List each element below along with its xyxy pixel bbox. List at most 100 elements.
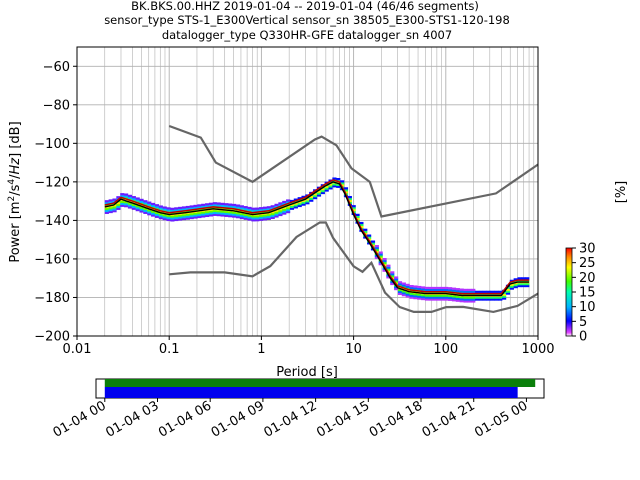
heatmap-cell <box>343 187 349 190</box>
heatmap-cell <box>401 282 406 285</box>
heatmap-cell <box>154 211 160 215</box>
heatmap-cell <box>216 212 221 215</box>
heatmap-cell <box>274 213 279 216</box>
heatmap-cell <box>178 214 183 217</box>
heatmap-cell <box>189 216 194 220</box>
heatmap-cell <box>297 201 302 204</box>
heatmap-cell <box>505 290 511 293</box>
heatmap-cell <box>440 298 445 301</box>
heatmap-cell <box>459 300 464 303</box>
heatmap-cell <box>208 202 214 205</box>
heatmap-cell <box>259 207 264 210</box>
heatmap-cell <box>417 295 422 298</box>
heatmap-cell <box>455 299 460 302</box>
heatmap-cell <box>151 210 156 213</box>
heatmap-cell <box>424 294 430 297</box>
heatmap-cell <box>104 209 109 213</box>
time-tick-label: 01-04 00 <box>51 398 109 440</box>
heatmap-cell <box>413 287 418 290</box>
heatmap-cell <box>259 216 264 219</box>
heatmap-cell <box>224 205 229 208</box>
heatmap-cell <box>232 211 237 214</box>
heatmap-cell <box>166 216 171 220</box>
heatmap-cell <box>305 202 310 205</box>
heatmap-cell <box>440 286 445 290</box>
heatmap-cell <box>162 218 167 221</box>
heatmap-cell <box>181 217 187 221</box>
heatmap-cell <box>108 199 113 202</box>
heatmap-cell <box>316 194 322 197</box>
heatmap-cell <box>517 284 522 288</box>
heatmap-cell <box>166 207 171 210</box>
heatmap-cell <box>367 236 372 239</box>
heatmap-cell <box>471 298 476 301</box>
heatmap-cell <box>274 203 279 206</box>
heatmap-cell <box>394 286 399 289</box>
heatmap-cell <box>201 203 206 206</box>
heatmap-cell <box>293 202 298 205</box>
heatmap-cell <box>262 214 268 217</box>
heatmap-cell <box>151 212 156 215</box>
heatmap-cell <box>266 217 271 220</box>
heatmap-cell <box>436 286 441 290</box>
heatmap-cell <box>170 215 175 218</box>
heatmap-cell <box>124 201 129 204</box>
heatmap-cell <box>235 204 241 207</box>
heatmap-cell <box>147 203 152 206</box>
x-axis-label: Period [s] <box>276 365 338 380</box>
heatmap-cell <box>386 264 391 267</box>
heatmap-cell <box>193 212 198 215</box>
time-tick-label: 01-05 00 <box>472 398 530 440</box>
heatmap-cell <box>185 205 190 209</box>
heatmap-cell <box>351 207 356 210</box>
heatmap-cell <box>108 208 113 212</box>
heatmap-cell <box>502 295 507 298</box>
heatmap-cell <box>421 286 426 289</box>
heatmap-cell <box>509 285 514 288</box>
heatmap-cell <box>509 283 514 286</box>
heatmap-cell <box>139 208 144 211</box>
heatmap-cell <box>475 290 480 293</box>
heatmap-cell <box>405 285 410 288</box>
heatmap-cell <box>328 183 333 186</box>
heatmap-cell <box>162 216 167 219</box>
heatmap-cell <box>151 202 156 206</box>
heatmap-cell <box>513 284 518 287</box>
heatmap-cell <box>251 207 256 210</box>
heatmap-cell <box>239 214 244 218</box>
heatmap-cell <box>143 211 148 214</box>
time-tick-label: 01-04 18 <box>367 398 425 440</box>
heatmap-cell <box>112 204 117 207</box>
coverage-bars <box>104 379 536 398</box>
heatmap-cell <box>124 193 129 196</box>
heatmap-cell <box>224 210 229 214</box>
heatmap-cell <box>444 298 449 301</box>
heatmap-cell <box>394 280 399 283</box>
time-tick-label: 01-04 09 <box>209 398 267 440</box>
title-line-3: datalogger_type Q330HR-GFE datalogger_sn… <box>162 28 452 42</box>
heatmap-cell <box>340 180 345 183</box>
heatmap-cell <box>208 214 214 217</box>
heatmap-cell <box>448 287 453 290</box>
heatmap-cell <box>486 298 491 301</box>
heatmap-cell <box>166 209 171 212</box>
heatmap-cell <box>378 251 383 254</box>
heatmap-cell <box>286 205 291 208</box>
heatmap-cell <box>216 213 221 217</box>
heatmap-cell <box>286 209 291 212</box>
heatmap-cell <box>185 217 190 220</box>
heatmap-cell <box>451 299 457 302</box>
heatmap-cell <box>482 298 487 301</box>
heatmap-cell <box>490 290 495 293</box>
heatmap-cell <box>208 204 214 207</box>
heatmap-cell <box>382 269 387 272</box>
heatmap-cell <box>104 200 109 203</box>
heatmap-cell <box>320 188 325 191</box>
heatmap-cell <box>478 290 484 293</box>
colorbar-tick-label: 5 <box>579 315 587 330</box>
heatmap-cell <box>421 297 426 301</box>
heatmap-cell <box>112 210 117 213</box>
heatmap-cell <box>424 296 430 299</box>
coverage-bar <box>104 379 536 387</box>
heatmap-cell <box>108 207 113 210</box>
